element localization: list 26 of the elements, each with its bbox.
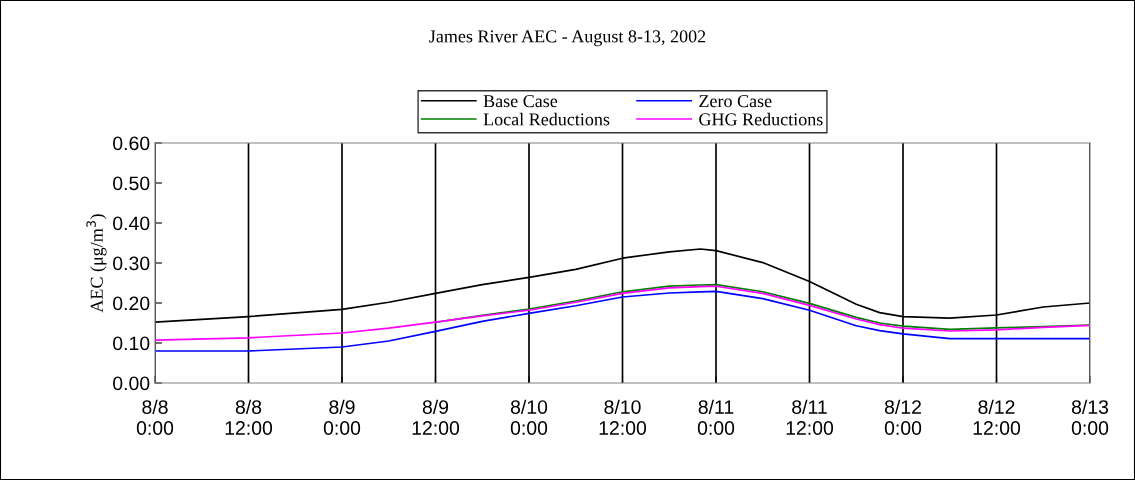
y-tick-label: 0.60 — [113, 136, 150, 151]
y-tick-label: 0.40 — [113, 216, 150, 231]
legend-label: Local Reductions — [483, 112, 610, 126]
line-series — [155, 285, 1090, 342]
x-tick-label: 8/11 0:00 — [697, 399, 735, 435]
legend-label: Zero Case — [699, 95, 772, 108]
legend-label: GHG Reductions — [699, 112, 823, 126]
y-tick-label: 0.30 — [113, 256, 150, 271]
x-tick-label: 8/8 0:00 — [136, 399, 174, 435]
legend-label: Base Case — [483, 95, 558, 108]
y-tick-label: 0.00 — [113, 376, 150, 391]
x-tick-label: 8/11 12:00 — [786, 399, 834, 435]
x-tick-label: 8/9 0:00 — [323, 399, 361, 435]
y-axis-title: AEC (μg/m$^{3}$) — [86, 214, 107, 313]
x-tick-label: 8/12 0:00 — [884, 399, 922, 435]
x-tick-label: 8/10 12:00 — [599, 399, 647, 435]
x-tick-label: 8/10 0:00 — [510, 399, 548, 435]
x-tick-label: 8/9 12:00 — [412, 399, 460, 435]
x-tick-label: 8/8 12:00 — [225, 399, 273, 435]
x-tick-label: 8/12 12:00 — [973, 399, 1021, 435]
x-tick-label: 8/13 0:00 — [1071, 399, 1109, 435]
chart-title: James River AEC - August 8-13, 2002 — [429, 30, 706, 47]
y-tick-label: 0.50 — [113, 176, 150, 191]
y-tick-label: 0.20 — [113, 296, 150, 311]
y-tick-label: 0.10 — [113, 336, 150, 351]
line-series — [155, 290, 1090, 352]
